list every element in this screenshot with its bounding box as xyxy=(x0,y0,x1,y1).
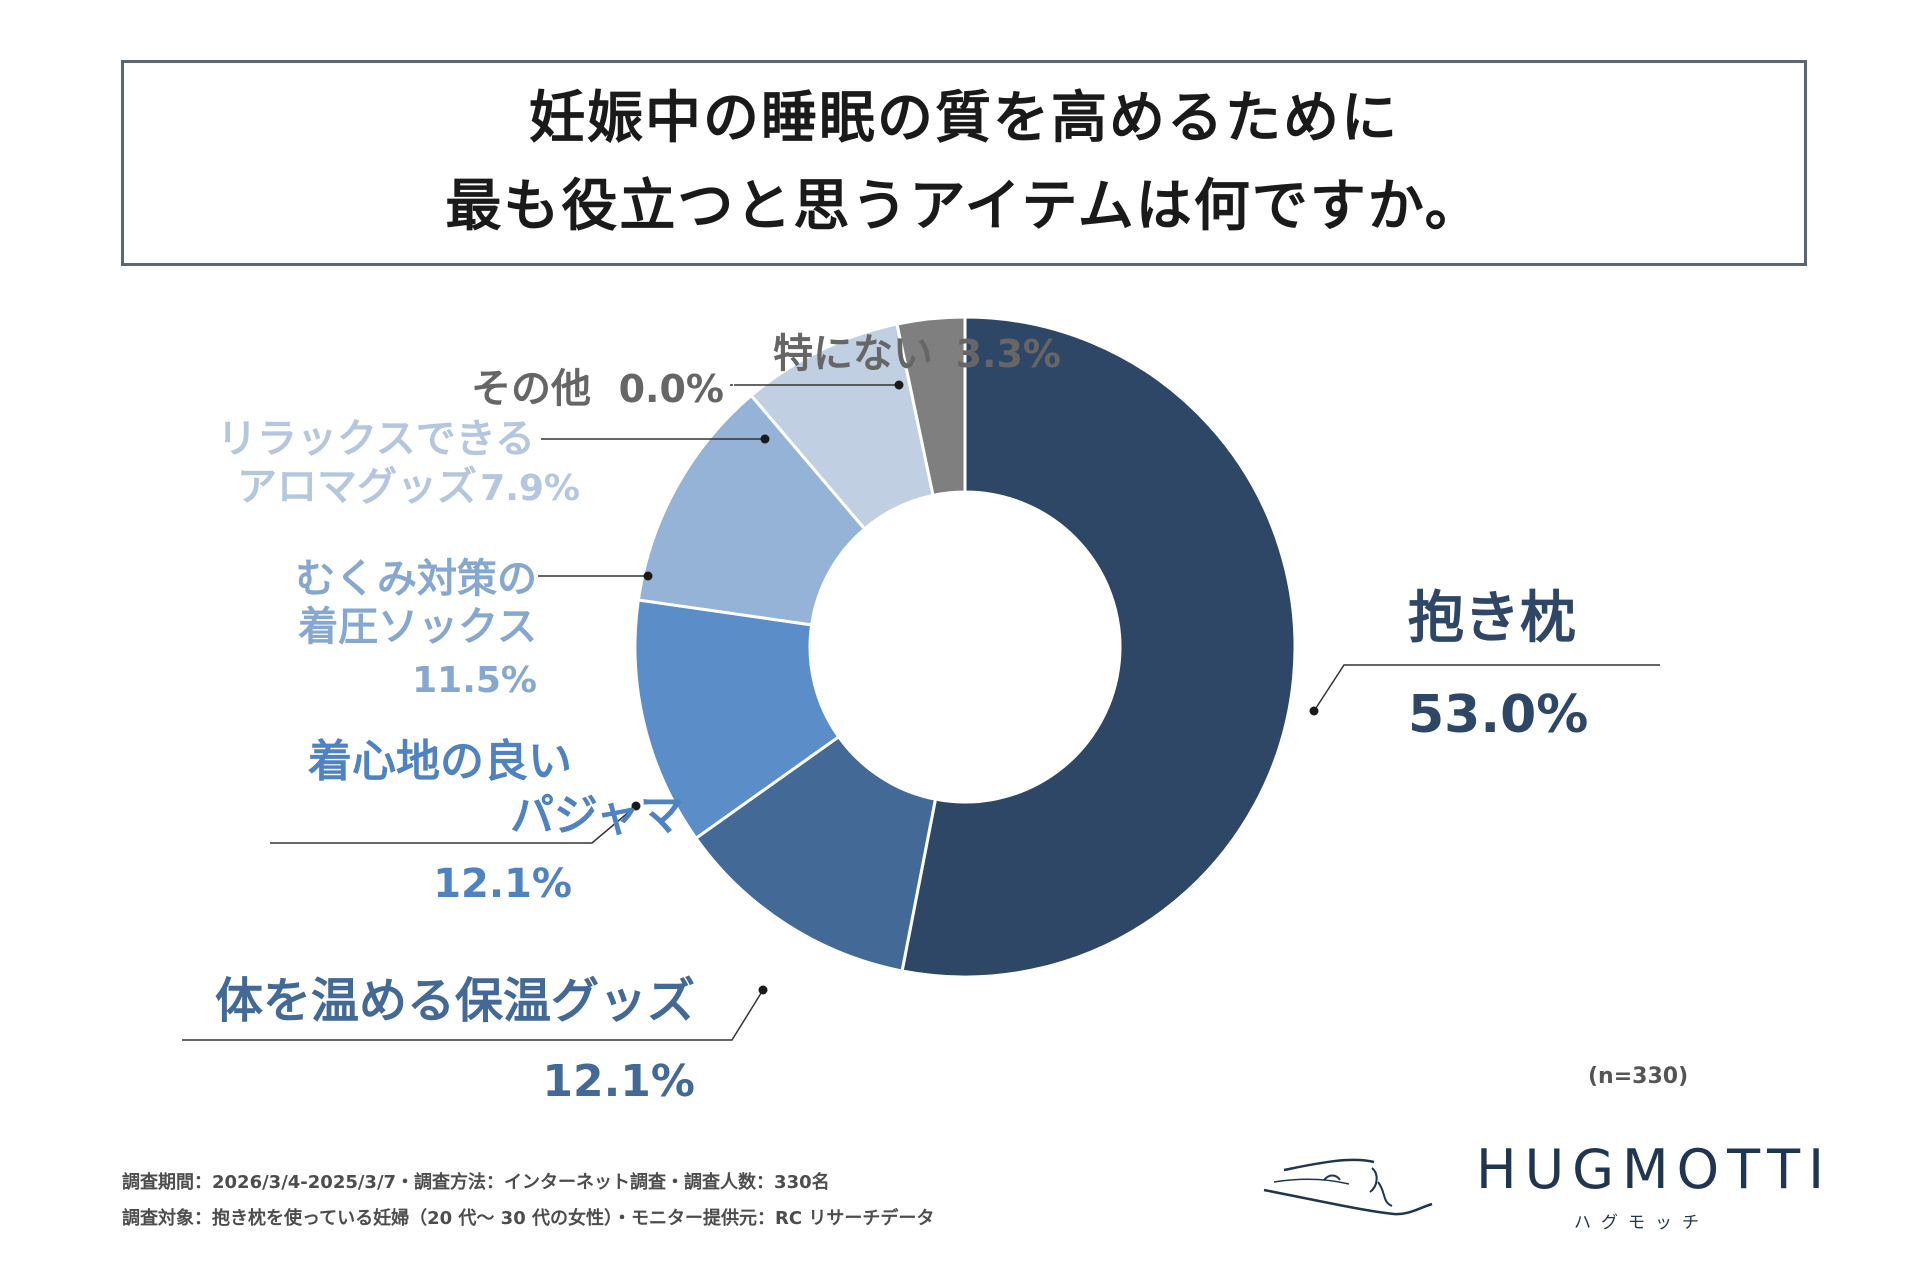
slice-label-1-line-0: 体を温める保温グッズ xyxy=(215,973,695,1029)
leader-dot-2 xyxy=(631,801,641,811)
slice-label-2-line-0: 着心地の良い xyxy=(308,736,572,787)
leader-dot-0 xyxy=(1309,706,1319,716)
leader-line-0 xyxy=(1313,664,1660,712)
slice-label-2-line-1: パジャマ xyxy=(510,790,684,841)
slice-label-6-line-0: 特にない xyxy=(773,331,933,377)
logo-text: HUGMOTTI xyxy=(1476,1138,1833,1201)
slice-value-3: 11.5% xyxy=(412,660,537,701)
title-box: 妊娠中の睡眠の質を高めるために 最も役立つと思うアイテムは何ですか。 xyxy=(121,60,1807,266)
leader-dot-4 xyxy=(760,434,770,444)
slice-label-3-line-1: 着圧ソックス xyxy=(298,604,537,650)
logo-kana: ハグモッチ xyxy=(1574,1213,1709,1233)
chart-title-line-1: 妊娠中の睡眠の質を高めるために xyxy=(529,86,1399,151)
leader-line-1 xyxy=(182,989,764,1041)
slice-value-2: 12.1% xyxy=(433,861,572,907)
slice-label-3-line-0: むくみ対策の xyxy=(295,556,537,602)
survey-info-line-2: 調査対象：抱き枕を使っている妊婦（20 代〜 30 代の女性）・モニター提供元：… xyxy=(122,1208,935,1229)
slice-0 xyxy=(900,315,1297,979)
slice-value-5: 0.0% xyxy=(619,367,724,411)
leader-dot-5 xyxy=(894,380,904,390)
sample-size-note: (n=330) xyxy=(1588,1064,1689,1089)
leader-line-2 xyxy=(270,805,637,844)
chart-title-line-2: 最も役立つと思うアイテムは何ですか。 xyxy=(445,174,1483,239)
survey-info-line-1: 調査期間：2026/3/4-2025/3/7・調査方法：インターネット調査・調査… xyxy=(122,1172,830,1193)
slice-label-4-line-1: アロマグッズ xyxy=(237,464,477,510)
slice-1 xyxy=(693,734,938,973)
slice-value-6: 3.3% xyxy=(956,332,1061,376)
slice-value-1: 12.1% xyxy=(542,1056,695,1107)
leader-dot-3 xyxy=(643,571,653,581)
slice-3 xyxy=(636,393,867,627)
slice-2 xyxy=(633,598,841,841)
slice-label-0-line-0: 抱き枕 xyxy=(1408,586,1576,651)
logo-mark-icon xyxy=(1263,1158,1433,1216)
slice-label-4-line-0: リラックスできる xyxy=(217,416,535,462)
slice-6 xyxy=(895,315,967,498)
slice-value-0: 53.0% xyxy=(1408,685,1588,745)
leader-dot-1 xyxy=(758,985,768,995)
slice-value-4: 7.9% xyxy=(480,468,580,509)
slice-label-5-line-0: その他 xyxy=(471,366,591,412)
